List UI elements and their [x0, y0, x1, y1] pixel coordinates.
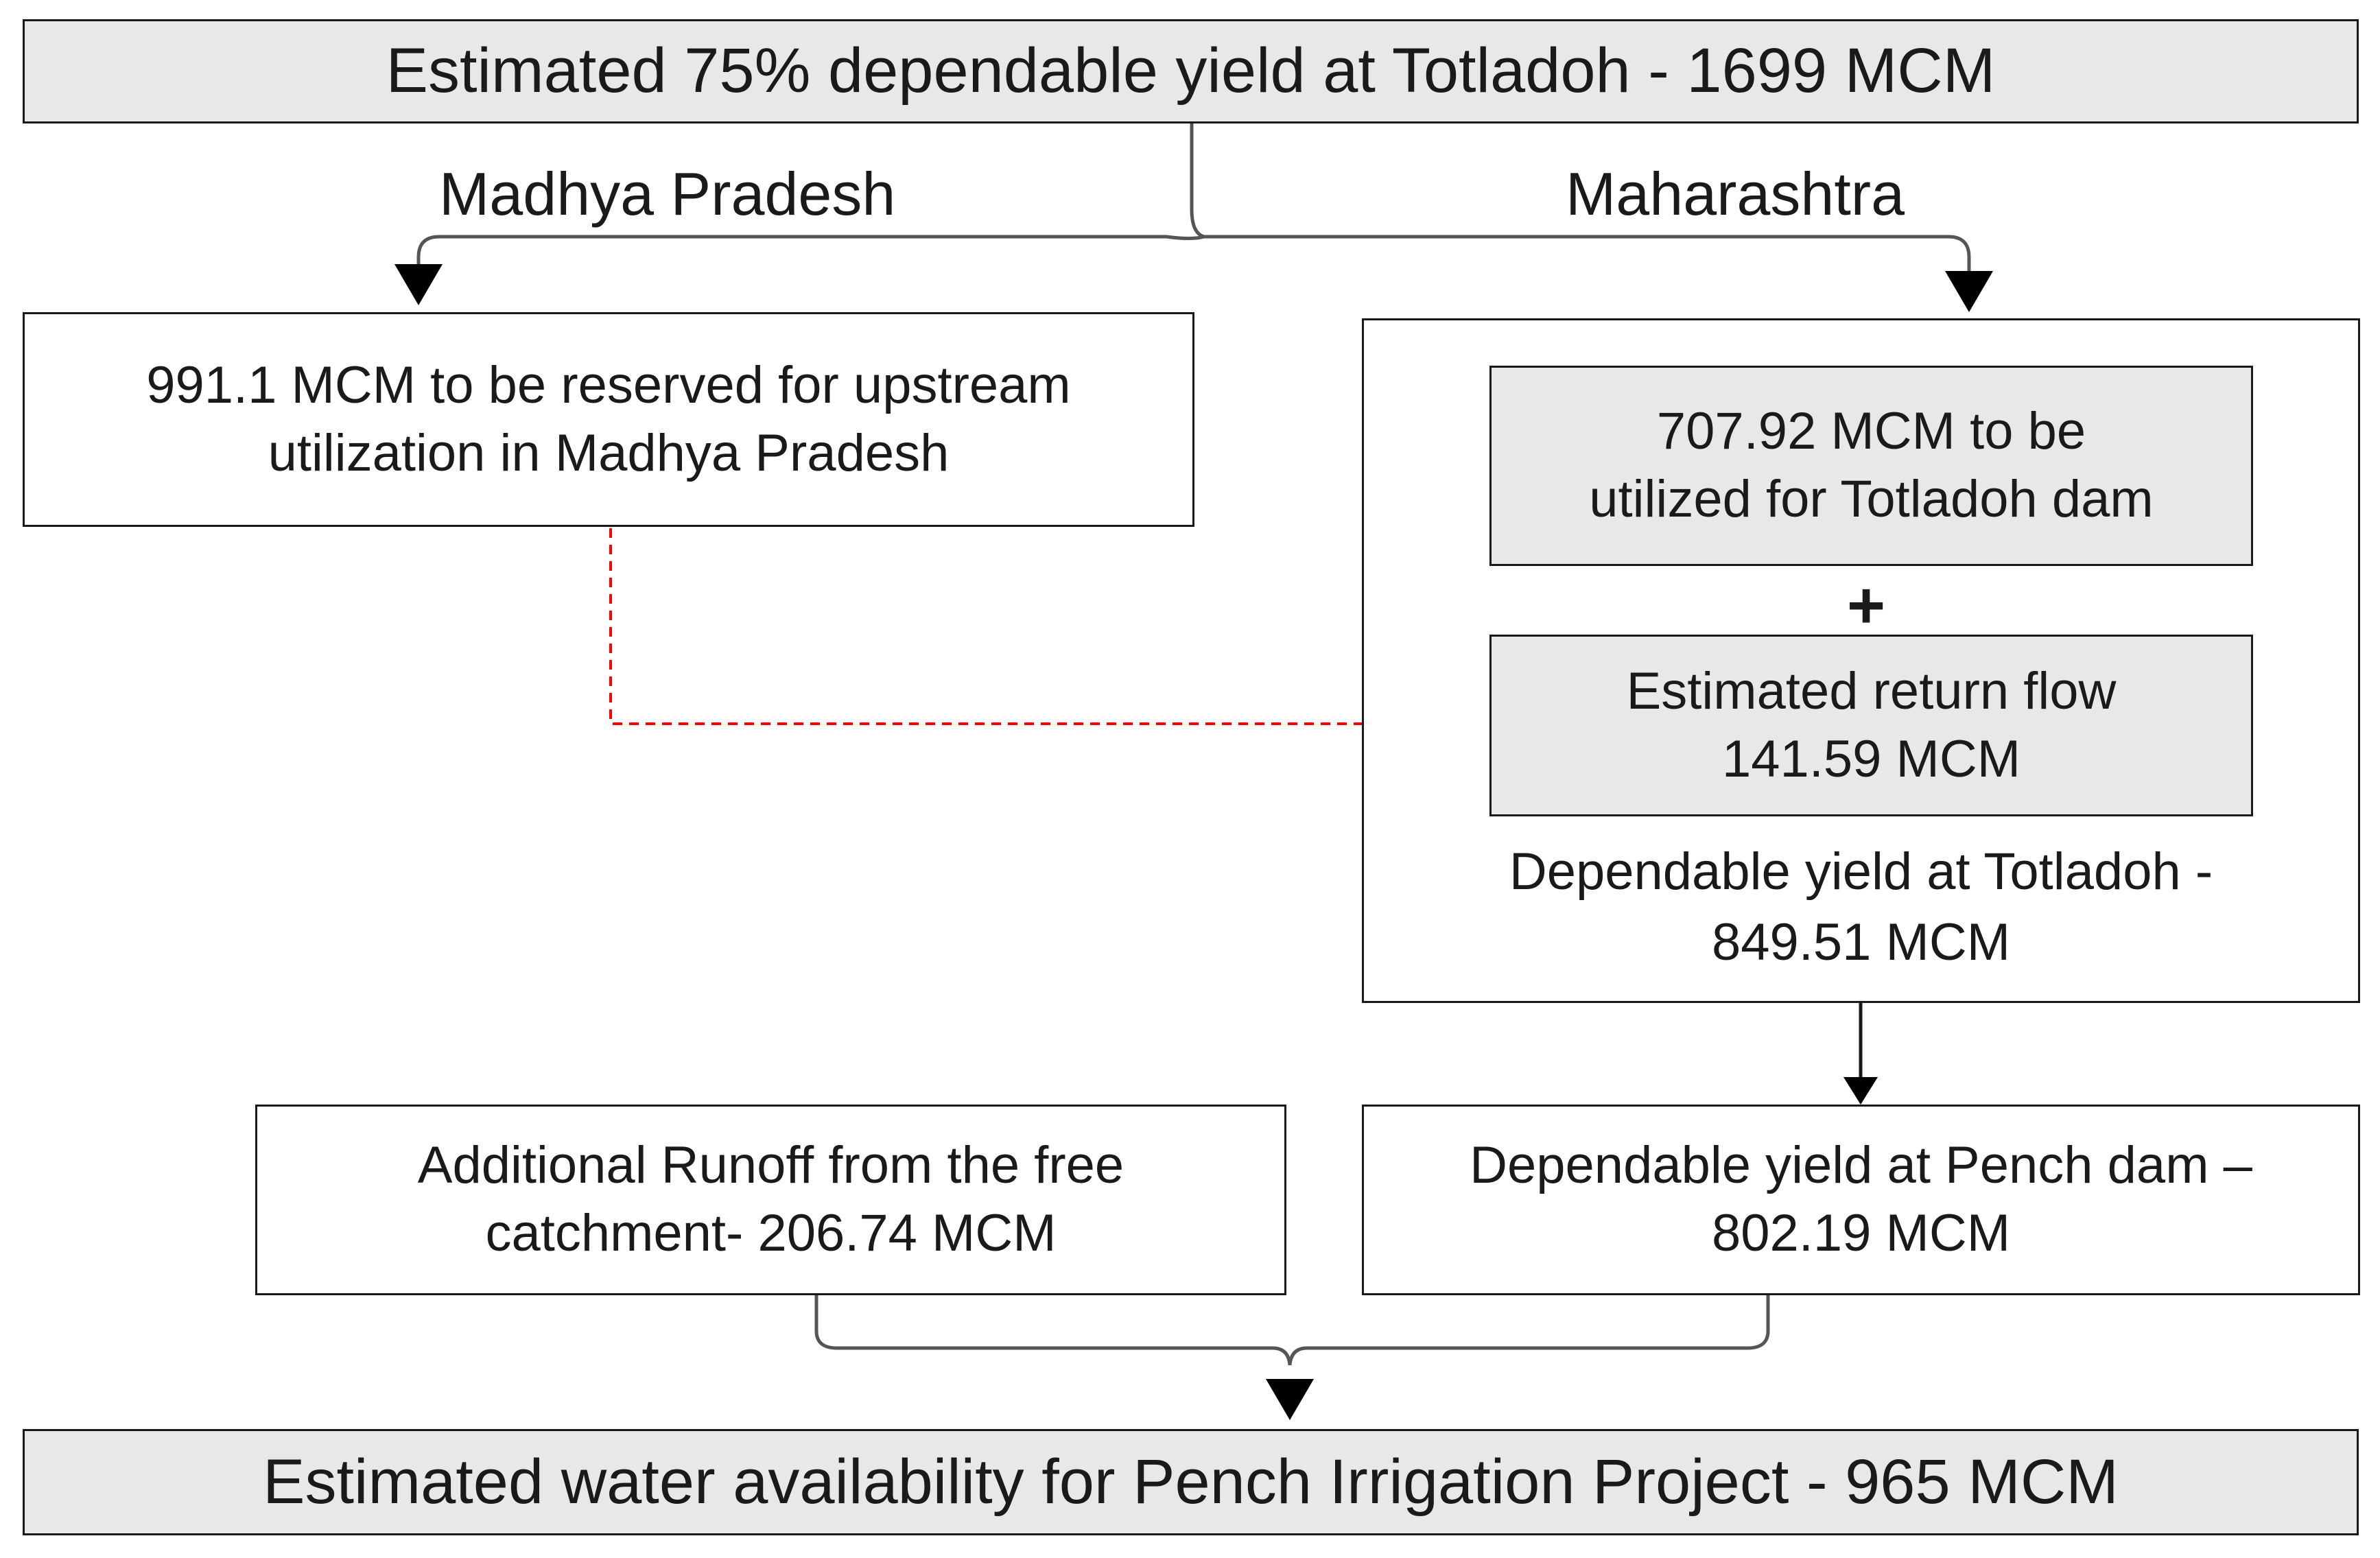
additional-runoff-line1: Additional Runoff from the free — [417, 1136, 1124, 1195]
branch-label-maharashtra: Maharashtra — [1566, 160, 1905, 228]
mp-reserved-line1: 991.1 MCM to be reserved for upstream — [146, 355, 1071, 414]
pench-dam-line2: 802.19 MCM — [1711, 1204, 2011, 1262]
bottom-merge-connector — [814, 1295, 1292, 1366]
dashed-link-mp-to-return-flow — [609, 528, 1468, 725]
mp-reserved-box: 991.1 MCM to be reserved for upstream ut… — [23, 312, 1194, 527]
arrow-to-maharashtra-box — [1945, 271, 1993, 312]
totladoh-dependable-line1: Dependable yield at Totladoh - — [1509, 842, 2213, 901]
bottom-merge-connector-right — [1288, 1295, 1770, 1366]
pench-dam-yield-box: Dependable yield at Pench dam – 802.19 M… — [1362, 1105, 2360, 1295]
bottom-box-water-availability: Estimated water availability for Pench I… — [23, 1429, 2359, 1535]
additional-runoff-box: Additional Runoff from the free catchmen… — [255, 1105, 1286, 1295]
totladoh-dependable-line2: 849.51 MCM — [1711, 912, 2011, 971]
return-flow-line2: 141.59 MCM — [1721, 729, 2021, 788]
mp-reserved-line2: utilization in Madhya Pradesh — [268, 423, 950, 482]
bottom-box-text: Estimated water availability for Pench I… — [263, 1446, 2119, 1517]
arrow-to-pench-box — [1843, 1077, 1878, 1105]
totladoh-utilized-line2: utilized for Totladoh dam — [1589, 470, 2154, 528]
arrow-to-mp-box — [394, 264, 443, 305]
additional-runoff-line2: catchment- 206.74 MCM — [485, 1204, 1057, 1262]
arrow-to-bottom-box — [1266, 1379, 1314, 1420]
totladoh-utilized-box: 707.92 MCM to be utilized for Totladoh d… — [1489, 366, 2253, 566]
totladoh-utilized-line1: 707.92 MCM to be — [1656, 402, 2086, 461]
pench-dam-line1: Dependable yield at Pench dam – — [1470, 1136, 2252, 1195]
top-split-connector-right — [1204, 235, 1971, 271]
return-flow-line1: Estimated return flow — [1626, 661, 2117, 720]
branch-label-madhya-pradesh: Madhya Pradesh — [439, 160, 896, 228]
top-box-total-yield: Estimated 75% dependable yield at Totlad… — [23, 19, 2359, 123]
plus-sign: + — [1846, 569, 1886, 642]
top-box-text: Estimated 75% dependable yield at Totlad… — [386, 36, 1996, 106]
return-flow-box: Estimated return flow 141.59 MCM — [1489, 635, 2253, 816]
totladoh-dependable-yield-text: Dependable yield at Totladoh - 849.51 MC… — [1379, 837, 2343, 978]
